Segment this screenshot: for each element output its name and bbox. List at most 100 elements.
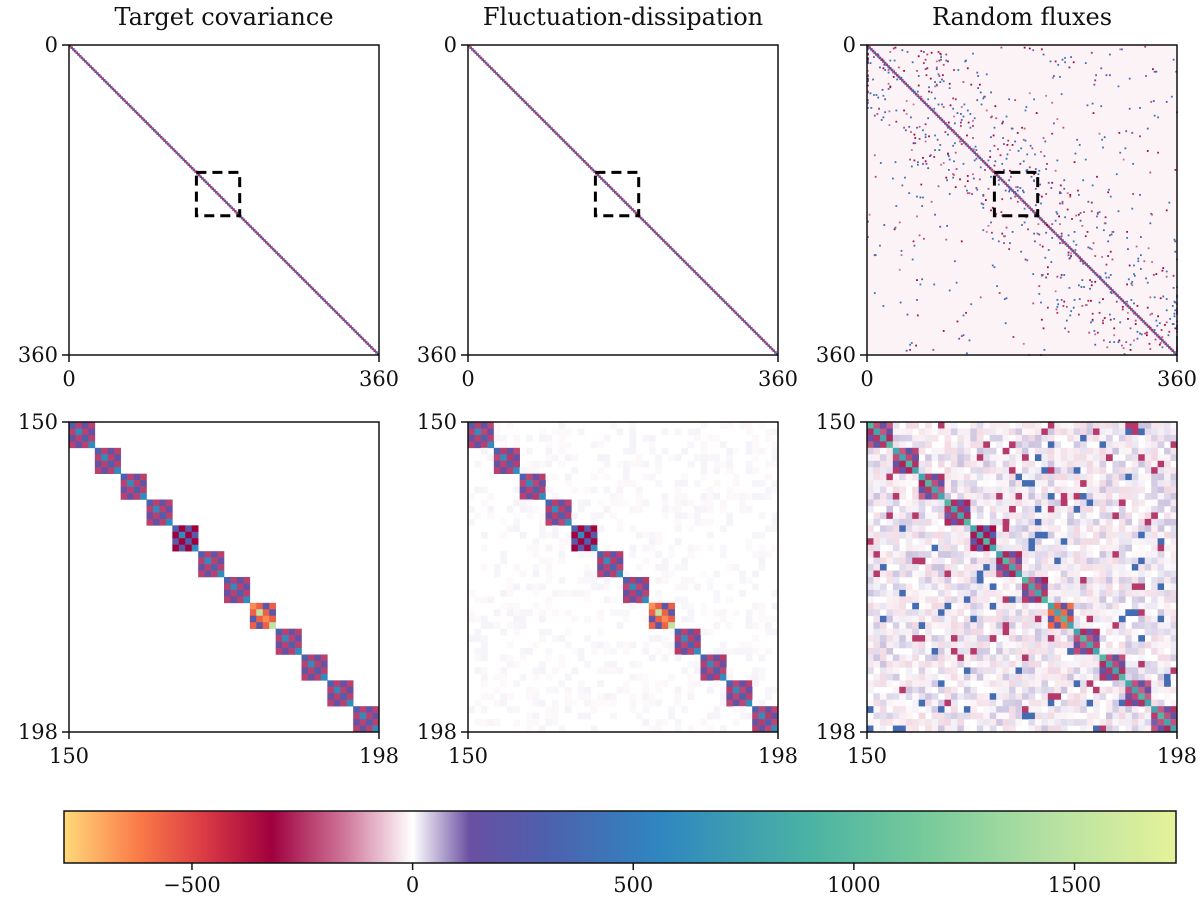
heatmap-cell bbox=[927, 117, 930, 120]
heatmap-cell bbox=[661, 564, 669, 571]
heatmap-cell bbox=[1067, 493, 1074, 500]
heatmap-cell bbox=[912, 719, 919, 726]
heatmap-cell bbox=[1067, 422, 1074, 429]
heatmap-cell bbox=[1144, 45, 1147, 48]
heatmap-cell bbox=[726, 493, 734, 500]
heatmap-cell bbox=[1023, 201, 1026, 204]
heatmap-cell bbox=[1022, 538, 1029, 546]
heatmap-cell bbox=[1113, 327, 1116, 330]
heatmap-cell bbox=[1125, 680, 1133, 688]
heatmap-cell bbox=[706, 518, 714, 526]
heatmap-cell bbox=[1028, 441, 1036, 449]
heatmap-cell bbox=[653, 230, 657, 234]
heatmap-cell bbox=[571, 454, 579, 462]
heatmap-cell bbox=[1002, 499, 1010, 507]
heatmap-cell bbox=[963, 499, 971, 507]
heatmap-cell bbox=[763, 340, 767, 344]
heatmap-cell bbox=[950, 512, 958, 520]
heatmap-cell bbox=[1131, 680, 1139, 688]
heatmap-cell bbox=[1054, 609, 1062, 617]
heatmap-cell bbox=[1004, 322, 1007, 325]
heatmap-cell bbox=[1002, 486, 1010, 494]
heatmap-cell bbox=[326, 302, 330, 306]
heatmap-cell bbox=[976, 154, 980, 158]
heatmap-cell bbox=[1075, 243, 1078, 246]
heatmap-cell bbox=[1032, 273, 1035, 275]
heatmap-cell bbox=[870, 48, 873, 51]
heatmap-cell bbox=[1099, 441, 1107, 449]
heatmap-cell bbox=[366, 342, 370, 346]
heatmap-cell bbox=[325, 301, 328, 304]
heatmap-cell bbox=[558, 434, 566, 442]
heatmap-cell bbox=[1034, 583, 1042, 591]
heatmap-cell bbox=[944, 570, 952, 578]
heatmap-cell bbox=[899, 628, 907, 636]
heatmap-cell bbox=[879, 589, 887, 597]
heatmap-cell bbox=[954, 98, 957, 101]
heatmap-cell bbox=[873, 531, 881, 539]
heatmap-cell bbox=[1136, 330, 1139, 333]
heatmap-cell bbox=[771, 441, 779, 449]
heatmap-cell bbox=[886, 570, 894, 578]
heatmap-cell bbox=[551, 454, 559, 462]
heatmap-cell bbox=[1060, 706, 1068, 713]
heatmap-cell bbox=[937, 103, 940, 106]
heatmap-cell bbox=[269, 615, 276, 623]
heatmap-cell bbox=[726, 667, 734, 675]
heatmap-cell bbox=[878, 107, 880, 110]
heatmap-cell bbox=[771, 589, 779, 597]
heatmap-cell bbox=[886, 680, 894, 688]
heatmap-cell bbox=[933, 283, 936, 286]
heatmap-cell bbox=[661, 641, 669, 649]
heatmap-cell bbox=[1056, 159, 1059, 162]
heatmap-cell bbox=[1038, 193, 1041, 196]
heatmap-cell bbox=[950, 551, 958, 558]
heatmap-cell bbox=[263, 239, 266, 242]
heatmap-cell bbox=[674, 505, 682, 513]
heatmap-cell bbox=[957, 719, 965, 726]
heatmap-cell bbox=[739, 499, 747, 507]
heatmap-cell bbox=[905, 428, 913, 436]
heatmap-cell bbox=[983, 551, 991, 558]
heatmap-cell bbox=[938, 544, 945, 552]
heatmap-cell bbox=[1067, 706, 1074, 713]
heatmap-cell bbox=[1080, 641, 1087, 649]
heatmap-cell bbox=[996, 551, 1003, 558]
heatmap-cell bbox=[963, 673, 971, 681]
heatmap-cell bbox=[962, 81, 965, 83]
heatmap-cell bbox=[1144, 680, 1152, 688]
heatmap-cell bbox=[867, 551, 874, 558]
heatmap-cell bbox=[1170, 551, 1178, 558]
heatmap-cell bbox=[886, 538, 894, 546]
heatmap-cell bbox=[1086, 725, 1094, 733]
heatmap-cell bbox=[75, 434, 83, 442]
heatmap-cell bbox=[240, 216, 244, 220]
heatmap-cell bbox=[867, 564, 874, 571]
heatmap-cell bbox=[938, 635, 945, 642]
y-tick-label: 198 bbox=[18, 720, 58, 744]
heatmap-cell bbox=[108, 84, 111, 87]
heatmap-cell bbox=[146, 505, 154, 513]
heatmap-cell bbox=[737, 314, 741, 318]
heatmap-cell bbox=[694, 667, 701, 675]
heatmap-cell bbox=[1002, 512, 1010, 520]
heatmap-cell bbox=[1138, 577, 1146, 584]
heatmap-cell bbox=[1041, 570, 1049, 578]
heatmap-cell bbox=[900, 76, 903, 79]
heatmap-cell bbox=[1047, 447, 1055, 455]
heatmap-cell bbox=[613, 190, 617, 194]
heatmap-cell bbox=[927, 167, 930, 170]
heatmap-cell bbox=[963, 512, 971, 520]
heatmap-cell bbox=[243, 583, 251, 591]
heatmap-cell bbox=[615, 192, 619, 196]
heatmap-cell bbox=[938, 460, 945, 468]
heatmap-cell bbox=[745, 615, 753, 623]
heatmap-cell bbox=[474, 441, 482, 449]
heatmap-cell bbox=[1125, 673, 1133, 681]
heatmap-cell bbox=[905, 615, 913, 623]
heatmap-cell bbox=[519, 609, 527, 617]
heatmap-cell bbox=[765, 693, 772, 701]
heatmap-cell bbox=[1019, 162, 1022, 165]
heatmap-cell bbox=[655, 686, 663, 694]
heatmap-cell bbox=[1060, 473, 1068, 481]
